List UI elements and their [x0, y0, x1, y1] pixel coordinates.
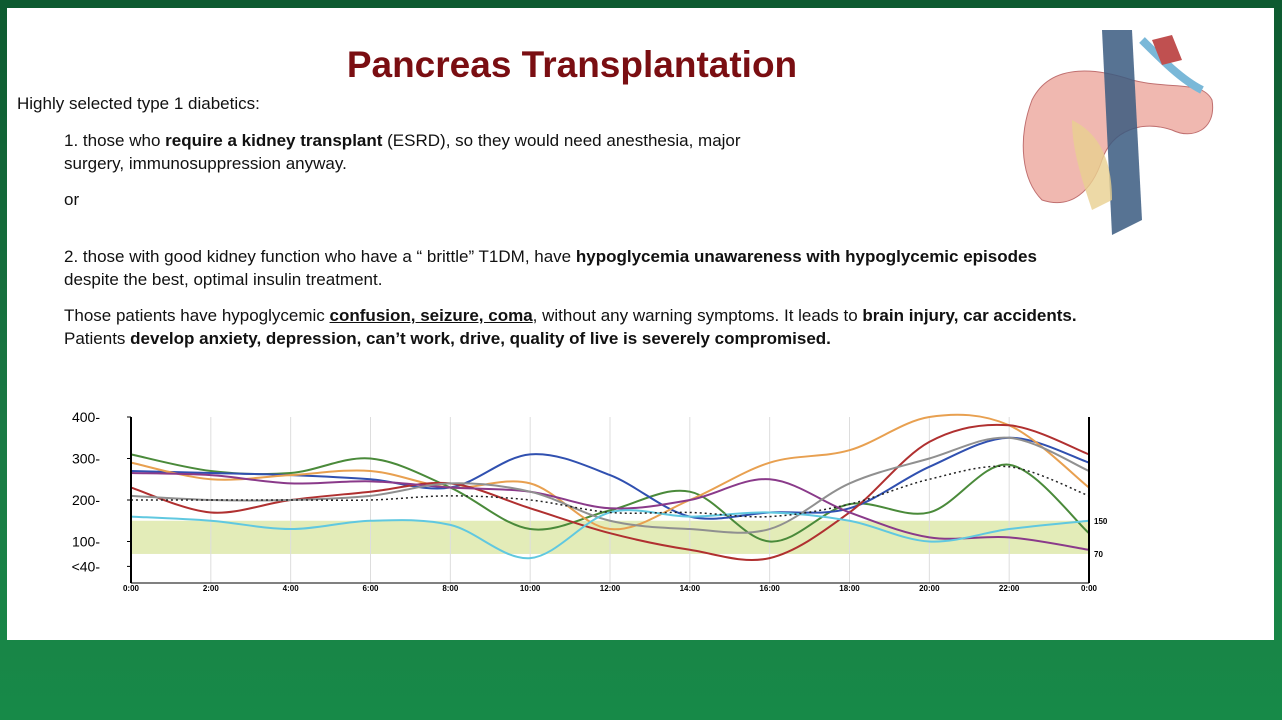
- text-segment: (ESRD), so they would need anesthesia, m…: [64, 131, 741, 173]
- y-tick-label: 300-: [72, 451, 100, 467]
- glucose-line: [130, 413, 1090, 531]
- glucose-line: [130, 472, 1090, 551]
- intro: Highly selected type 1 diabetics:: [17, 94, 260, 113]
- text-segment: hypoglycemia unawareness with hypoglycem…: [575, 247, 1037, 266]
- text-segment: , without any warning symptoms. It leads…: [532, 306, 863, 325]
- x-tick-label: 12:00: [600, 584, 621, 593]
- x-tick-label: 4:00: [283, 584, 300, 593]
- x-tick-label: 2:00: [203, 584, 220, 593]
- text-segment: 2. those with good kidney function who h…: [64, 247, 576, 266]
- y-tick-label: <40-: [72, 558, 101, 574]
- x-tick-label: 10:00: [520, 584, 541, 593]
- x-tick-label: 0:00: [1081, 584, 1098, 593]
- pancreas-illustration: [1022, 30, 1214, 235]
- x-tick-label: 18:00: [839, 584, 860, 593]
- or-text: or: [64, 190, 80, 209]
- x-tick-label: 0:00: [123, 584, 140, 593]
- slide-title: Pancreas Transplantation: [346, 44, 798, 85]
- x-tick-label: 20:00: [919, 584, 940, 593]
- x-tick-label: 22:00: [999, 584, 1020, 593]
- text-segment: despite the best, optimal insulin treatm…: [64, 270, 383, 289]
- item-2: 2. those with good kidney function who h…: [64, 245, 1049, 291]
- paragraph: Those patients have hypoglycemic confusi…: [64, 304, 1114, 350]
- target-lower-label: 70: [1094, 550, 1103, 559]
- glucose-chart: 150 70 0:00 2:00 4:00 6:00 8:00 10:00 12:00 14:00…: [72, 409, 1108, 593]
- x-tick-label: 8:00: [442, 584, 459, 593]
- text-segment: confusion, seizure, coma: [329, 306, 533, 325]
- glucose-line: [130, 465, 1090, 518]
- x-tick-label: 16:00: [759, 584, 780, 593]
- slide: Pancreas Transplantation Highly selected…: [7, 8, 1274, 640]
- target-upper-label: 150: [1094, 517, 1108, 526]
- x-tick-label: 14:00: [680, 584, 701, 593]
- text-segment: 1. those who: [64, 131, 166, 150]
- text-segment: develop anxiety, depression, can’t work,…: [130, 329, 831, 348]
- y-tick-label: 200-: [72, 492, 100, 508]
- x-tick-label: 6:00: [362, 584, 379, 593]
- y-tick-label: 400-: [72, 409, 100, 425]
- text-segment: Those patients have hypoglycemic: [64, 306, 330, 325]
- y-tick-label: 100-: [72, 534, 100, 550]
- text-segment: Patients: [64, 329, 131, 348]
- text-segment: require a kidney transplant: [165, 131, 383, 150]
- item-1: 1. those who require a kidney transplant…: [64, 129, 754, 175]
- text-segment: brain injury, car accidents.: [862, 306, 1077, 325]
